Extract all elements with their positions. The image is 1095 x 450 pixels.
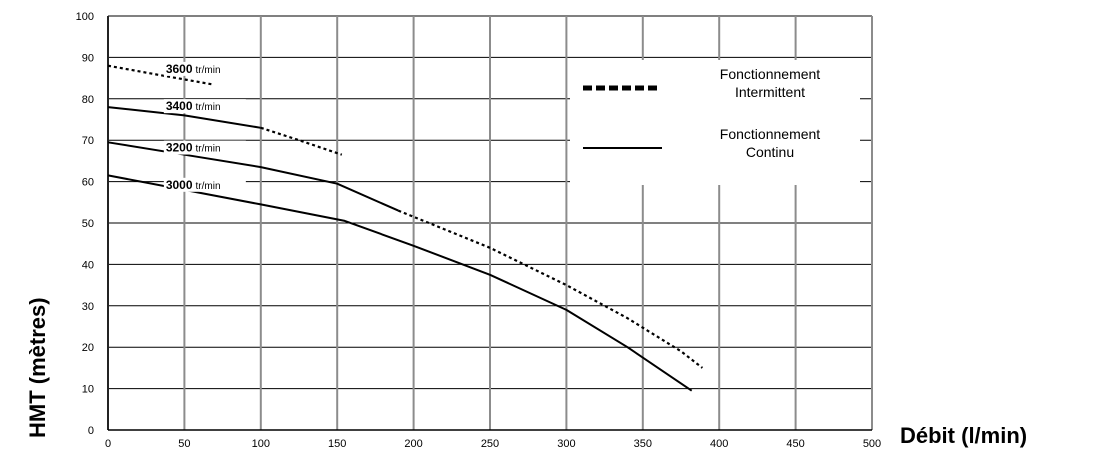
y-tick-label: 0 — [88, 425, 94, 437]
curve-label-bg — [163, 99, 246, 114]
legend-label-line2: Continu — [746, 144, 794, 160]
x-tick-label: 450 — [786, 438, 804, 450]
curve-speed-unit: tr/min — [196, 181, 221, 192]
x-tick-label: 150 — [328, 438, 346, 450]
legend-label-line1: Fonctionnement — [720, 126, 821, 142]
curve-3600-intermittent — [107, 64, 213, 86]
curve-3400-continuous — [107, 106, 261, 129]
curve-3000-continuous — [107, 174, 693, 392]
curve-label-3200: 3200 tr/min — [166, 141, 221, 155]
curve-label-3600: 3600 tr/min — [166, 62, 221, 76]
chart-tick-labels: 0 10 20 30 40 50 60 70 80 90 100 0 50 100 150 200 250 300… — [76, 11, 882, 450]
y-axis-title: HMT (mètres) — [25, 297, 50, 438]
y-tick-label: 100 — [76, 11, 94, 23]
curve-label-3400: 3400 tr/min — [166, 99, 221, 113]
x-tick-label: 300 — [557, 438, 575, 450]
x-tick-label: 100 — [252, 438, 270, 450]
y-tick-label: 10 — [82, 384, 94, 396]
curve-speed-value: 3400 — [166, 99, 193, 113]
chart-curves — [107, 64, 704, 392]
curve-3200-intermittent — [397, 209, 704, 369]
legend-box — [570, 60, 860, 185]
x-tick-label: 350 — [634, 438, 652, 450]
legend-label-line2: Intermittent — [735, 84, 805, 100]
x-tick-label: 0 — [105, 438, 111, 450]
curve-label-bg — [163, 177, 246, 192]
y-tick-label: 80 — [82, 94, 94, 106]
y-tick-label: 50 — [82, 218, 94, 230]
x-tick-label: 500 — [863, 438, 881, 450]
curve-speed-value: 3600 — [166, 62, 193, 76]
curve-label-3000: 3000 tr/min — [166, 178, 221, 192]
x-tick-label: 200 — [404, 438, 422, 450]
chart-legend: Fonctionnement Intermittent Fonctionnement… — [570, 60, 860, 185]
legend-label-line1: Fonctionnement — [720, 66, 821, 82]
curve-label-bg — [163, 140, 246, 155]
curve-speed-value: 3200 — [166, 141, 193, 155]
curve-speed-unit: tr/min — [196, 102, 221, 113]
y-tick-label: 90 — [82, 52, 94, 64]
x-tick-label: 250 — [481, 438, 499, 450]
x-axis-title: Débit (l/min) — [900, 423, 1027, 448]
y-tick-label: 70 — [82, 135, 94, 147]
curve-speed-unit: tr/min — [196, 65, 221, 76]
curve-label-bg — [163, 61, 246, 76]
x-tick-label: 400 — [710, 438, 728, 450]
curve-3400-intermittent — [260, 126, 343, 156]
chart-grid — [107, 15, 873, 431]
curve-speed-unit: tr/min — [196, 144, 221, 155]
y-tick-label: 40 — [82, 259, 94, 271]
y-tick-label: 20 — [82, 342, 94, 354]
y-tick-label: 30 — [82, 301, 94, 313]
curve-3200-continuous — [107, 141, 399, 212]
x-tick-label: 50 — [178, 438, 190, 450]
y-tick-label: 60 — [82, 177, 94, 189]
curve-speed-value: 3000 — [166, 178, 193, 192]
